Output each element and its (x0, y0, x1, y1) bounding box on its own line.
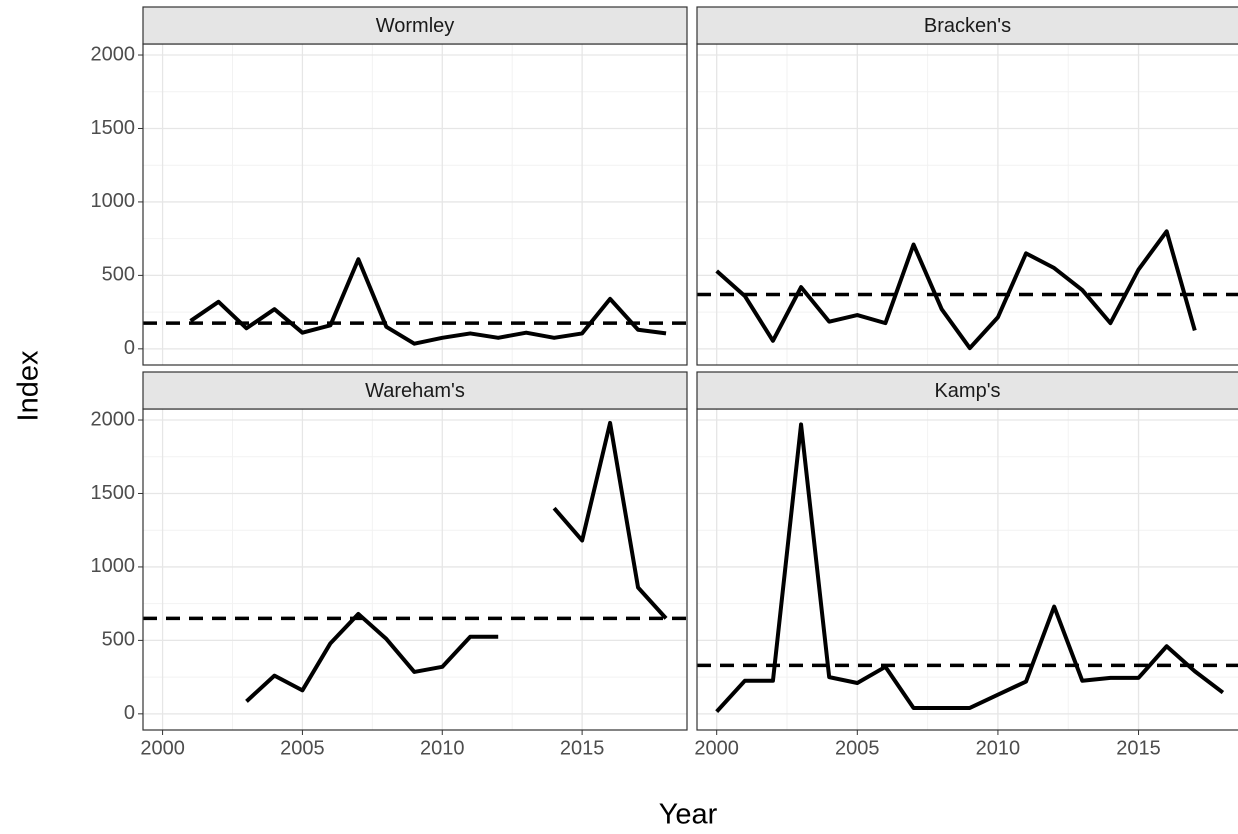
y-tick-label: 2000 (91, 43, 136, 65)
y-tick-label: 0 (124, 702, 135, 724)
y-tick-label: 1500 (91, 482, 136, 504)
strip (696, 6, 1238, 45)
panel (143, 44, 687, 365)
x-tick-label: 2005 (280, 737, 325, 759)
y-axis-label: Index (13, 350, 45, 421)
series-line (715, 229, 1197, 351)
series-line (189, 257, 667, 346)
panel (143, 409, 687, 730)
y-tick-label: 500 (102, 629, 135, 651)
x-tick-label: 2000 (694, 737, 739, 759)
y-tick-label: 500 (102, 264, 135, 286)
series-line (245, 420, 668, 703)
y-tick-label: 0 (124, 337, 135, 359)
x-tick-label: 2010 (976, 737, 1021, 759)
x-tick-label: 2015 (1116, 737, 1161, 759)
x-tick-label: 2010 (420, 737, 465, 759)
y-tick-label: 2000 (91, 408, 136, 430)
x-tick-label: 2005 (835, 737, 880, 759)
panel (697, 409, 1238, 730)
y-tick-label: 1500 (91, 117, 136, 139)
panel (697, 44, 1238, 365)
strip-title: Kamp's (934, 380, 1000, 402)
y-tick-label: 1000 (91, 190, 136, 212)
strip (142, 371, 688, 410)
x-axis-label: Year (659, 799, 718, 831)
strip (142, 6, 688, 45)
y-tick-label: 1000 (91, 555, 136, 577)
x-tick-label: 2000 (140, 737, 185, 759)
strip-title: Wormley (376, 15, 455, 37)
x-tick-label: 2015 (560, 737, 605, 759)
strip-title: Wareham's (365, 380, 465, 402)
series-line (715, 422, 1225, 713)
strip-title: Bracken's (924, 15, 1011, 37)
strip (696, 371, 1238, 410)
